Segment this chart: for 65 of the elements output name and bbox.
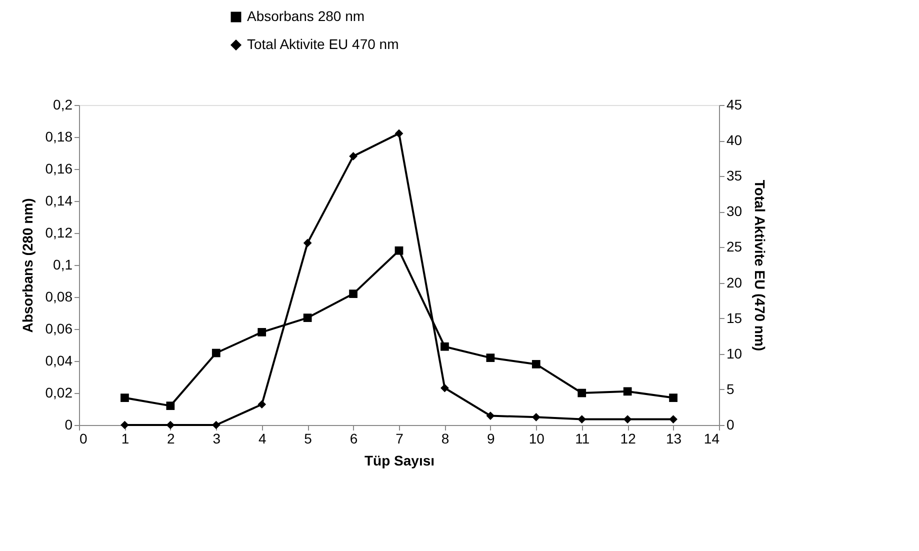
- y2-tick-label: 5: [726, 380, 734, 397]
- point: [120, 420, 129, 430]
- x-tick-label: 14: [704, 430, 720, 446]
- legend-label: Absorbans 280 nm: [247, 8, 365, 24]
- point: [532, 412, 540, 422]
- y-tick-label: 0,02: [45, 384, 73, 400]
- y-tick-label: 0,08: [45, 288, 73, 304]
- y-tick-label: 0,1: [53, 256, 73, 272]
- point: [623, 387, 632, 396]
- point: [303, 238, 312, 248]
- point: [303, 314, 312, 322]
- point: [258, 328, 266, 336]
- point: [166, 402, 175, 410]
- x-tick-label: 7: [396, 430, 404, 446]
- point: [212, 348, 220, 358]
- legend-label: Total Aktivite EU 470 nm: [247, 36, 399, 52]
- point: [258, 400, 266, 409]
- y2-tick-label: 0: [726, 416, 734, 432]
- x-tick-label: 1: [121, 430, 130, 446]
- x-tick-label: 11: [575, 430, 590, 446]
- x-tick-label: 8: [441, 430, 450, 446]
- y-tick-label: 0,14: [45, 192, 73, 208]
- x-tick-label: 3: [212, 430, 221, 446]
- x-tick-label: 4: [258, 430, 266, 446]
- y2-tick-label: 15: [726, 310, 742, 326]
- y2-tick-label: 40: [726, 132, 742, 148]
- x-tick-label: 6: [350, 430, 358, 446]
- x-tick-label: 10: [528, 430, 545, 446]
- y-tick-label: 0,16: [45, 160, 73, 176]
- point: [623, 415, 632, 424]
- point: [394, 246, 404, 255]
- y-tick-label: 0,2: [53, 96, 73, 112]
- y2-tick-label: 25: [726, 238, 742, 255]
- x-tick-label: 13: [666, 430, 682, 446]
- y2-tick-label: 45: [726, 96, 742, 112]
- y2-axis-title: Total Aktivite EU (470 nm): [752, 180, 768, 352]
- point: [486, 354, 495, 362]
- point: [578, 388, 586, 398]
- x-tick-label: 5: [304, 430, 312, 446]
- x-tick-label: 0: [80, 430, 88, 446]
- point: [120, 394, 129, 402]
- point: [669, 394, 678, 402]
- y-tick-label: 0,06: [45, 320, 73, 336]
- y2-tick-label: 35: [726, 168, 742, 184]
- y-tick-label: 0,12: [45, 224, 73, 240]
- y-axis-title: Absorbans (280 nm): [19, 198, 36, 333]
- y2-tick-label: 20: [726, 274, 742, 290]
- point: [486, 412, 495, 420]
- point: [349, 152, 358, 160]
- point: [440, 342, 449, 351]
- y2-tick-label: 30: [726, 203, 742, 220]
- point: [578, 415, 586, 424]
- y2-tick-label: 10: [726, 345, 742, 362]
- x-tick-label: 12: [620, 430, 636, 446]
- y-tick-label: 0,18: [45, 128, 73, 144]
- point: [394, 129, 404, 138]
- x-tick-label: 2: [167, 430, 176, 446]
- y-tick-label: 0,04: [45, 352, 73, 368]
- x-tick-label: 9: [487, 430, 496, 446]
- y-tick-label: 0: [64, 416, 73, 432]
- point: [532, 360, 540, 368]
- point: [669, 415, 678, 424]
- x-axis-title: Tüp Sayısı: [364, 452, 435, 468]
- point: [440, 384, 449, 392]
- point: [349, 290, 358, 298]
